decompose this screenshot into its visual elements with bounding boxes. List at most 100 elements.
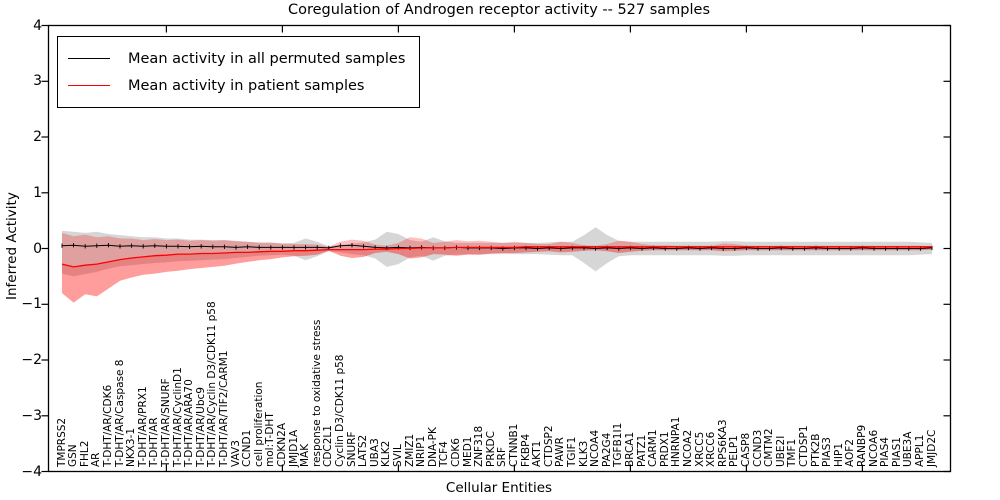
x-category-label: AR	[90, 452, 103, 467]
x-category-label: CMTM2	[763, 428, 776, 467]
permuted-band	[62, 227, 932, 277]
x-category-label: T-DHT/AR/Caspase 8	[113, 359, 126, 467]
x-category-label: MED1	[461, 436, 474, 467]
x-category-label: SNURF	[345, 431, 358, 467]
x-category-label: cell proliferation	[252, 381, 265, 467]
x-category-label: CDC2L1	[322, 425, 335, 467]
x-category-label: T-DHT/AR/PRX1	[136, 386, 149, 467]
x-axis-label: Cellular Entities	[445, 480, 553, 496]
x-category-label: AOF2	[844, 439, 857, 467]
x-category-label: AKT1	[531, 440, 544, 467]
x-category-label: T-DHT/AR	[148, 417, 161, 467]
legend-item-permuted: Mean activity in all permuted samples	[68, 45, 405, 72]
x-category-label: LATS2	[357, 434, 370, 467]
x-category-label: JMJD2C	[925, 429, 938, 467]
x-category-label: DNA-PK	[426, 427, 439, 467]
x-category-label: NRIP1	[415, 435, 428, 467]
x-category-label: T-DHT/AR/Ubc9	[194, 387, 207, 467]
x-category-label: KLK2	[380, 440, 393, 467]
x-category-label: TCF4	[438, 441, 451, 467]
x-category-label: RANBP9	[855, 424, 868, 467]
x-category-label: T-DHT/AR/ARA70	[183, 379, 196, 467]
x-category-label: PIAS1	[890, 437, 903, 467]
x-category-label: PA2G4	[600, 432, 613, 467]
x-category-label: UBE3A	[902, 431, 915, 467]
x-category-label: CTDSP2	[542, 425, 555, 467]
x-category-label: CASP8	[739, 432, 752, 467]
x-category-label: PELP1	[728, 435, 741, 467]
x-category-label: XRCC5	[693, 431, 706, 467]
x-category-label: CTDSP1	[797, 425, 810, 467]
x-category-label: CDKN2A	[275, 422, 288, 467]
permuted-line-swatch	[68, 58, 110, 59]
y-tick-label: 2	[33, 129, 42, 145]
x-category-label: NCOA2	[681, 429, 694, 467]
patient-band	[62, 232, 932, 303]
x-category-label: PAWR	[554, 437, 567, 467]
x-category-label: HNRNPA1	[670, 416, 683, 467]
x-category-label: ZMIZ1	[403, 433, 416, 467]
x-category-label: APPL1	[913, 434, 926, 467]
y-tick-label: −2	[21, 352, 42, 368]
x-category-label: RPS6KA3	[716, 419, 729, 467]
x-category-label: CCND3	[751, 429, 764, 467]
x-category-label: MAK	[299, 443, 312, 467]
x-category-label: VAV3	[229, 440, 242, 467]
legend-label-patient: Mean activity in patient samples	[128, 77, 365, 94]
x-category-label: PIAS3	[821, 437, 834, 467]
y-tick-label: 0	[33, 240, 42, 257]
legend: Mean activity in all permuted samples Me…	[57, 36, 421, 108]
x-category-label: SRF	[496, 446, 509, 467]
y-tick-label: −4	[21, 463, 42, 480]
x-category-label: UBA3	[368, 438, 381, 467]
patient-line-swatch	[68, 85, 110, 86]
x-category-label: PRDX1	[658, 431, 671, 467]
x-category-label: T-DHT/AR/CyclinD1	[171, 367, 184, 467]
x-category-label: XRCC6	[705, 431, 718, 467]
x-category-label: NKX3-1	[125, 427, 138, 467]
x-category-label: TGFB1I1	[612, 422, 625, 467]
x-category-label: JMJD1A	[287, 429, 300, 467]
x-category-label: mol:T-DHT	[264, 412, 277, 467]
x-category-label: PIAS4	[879, 437, 892, 467]
x-category-label: TGIF1	[565, 436, 578, 467]
legend-item-patient: Mean activity in patient samples	[68, 72, 405, 99]
x-category-label: Cyclin D3/CDK11 p58	[333, 354, 346, 467]
x-category-label: GSN	[67, 444, 80, 467]
x-category-label: SVIL	[391, 444, 404, 467]
x-category-label: FHL2	[78, 440, 91, 467]
x-category-label: HIP1	[832, 442, 845, 467]
chart-title: Coregulation of Androgen receptor activi…	[287, 2, 711, 18]
x-category-label: T-DHT/AR/CDK6	[101, 384, 114, 467]
y-tick-label: 3	[33, 73, 42, 90]
patient-mean-line	[61, 246, 932, 268]
x-category-label: TMPRSS2	[55, 417, 68, 467]
x-category-label: PATZ1	[635, 434, 648, 467]
x-category-label: response to oxidative stress	[310, 319, 323, 467]
x-category-label: CTNNB1	[507, 423, 520, 467]
x-category-label: T-DHT/AR/SNURF	[159, 378, 172, 467]
y-tick-label: −3	[21, 407, 42, 424]
legend-label-permuted: Mean activity in all permuted samples	[128, 50, 406, 67]
permuted-mean-line	[61, 244, 933, 250]
x-category-label: CDK6	[449, 438, 462, 467]
x-category-label: NCOA4	[589, 429, 602, 467]
x-category-label: TMF1	[786, 438, 799, 467]
y-tick-label: 1	[33, 184, 42, 201]
x-category-label: FKBP4	[519, 433, 532, 467]
x-category-label: UBE2I	[774, 435, 787, 467]
x-category-label: PTK2B	[809, 433, 822, 467]
x-category-label: CCND1	[241, 429, 254, 467]
y-tick-label: −1	[21, 296, 42, 313]
x-category-label: T-DHT/AR/TIF2/CARM1	[217, 350, 230, 467]
x-category-label: ZNF318	[473, 425, 486, 467]
x-category-label: T-DHT/AR/Cyclin D3/CDK11 p58	[206, 301, 219, 467]
x-category-label: PRKDC	[484, 431, 497, 467]
x-category-label: BRCA1	[623, 431, 636, 467]
x-category-label: CARM1	[647, 429, 660, 467]
y-tick-label: 4	[33, 17, 42, 34]
x-category-label: KLK3	[577, 440, 590, 467]
x-category-label: NCOA6	[867, 429, 880, 467]
